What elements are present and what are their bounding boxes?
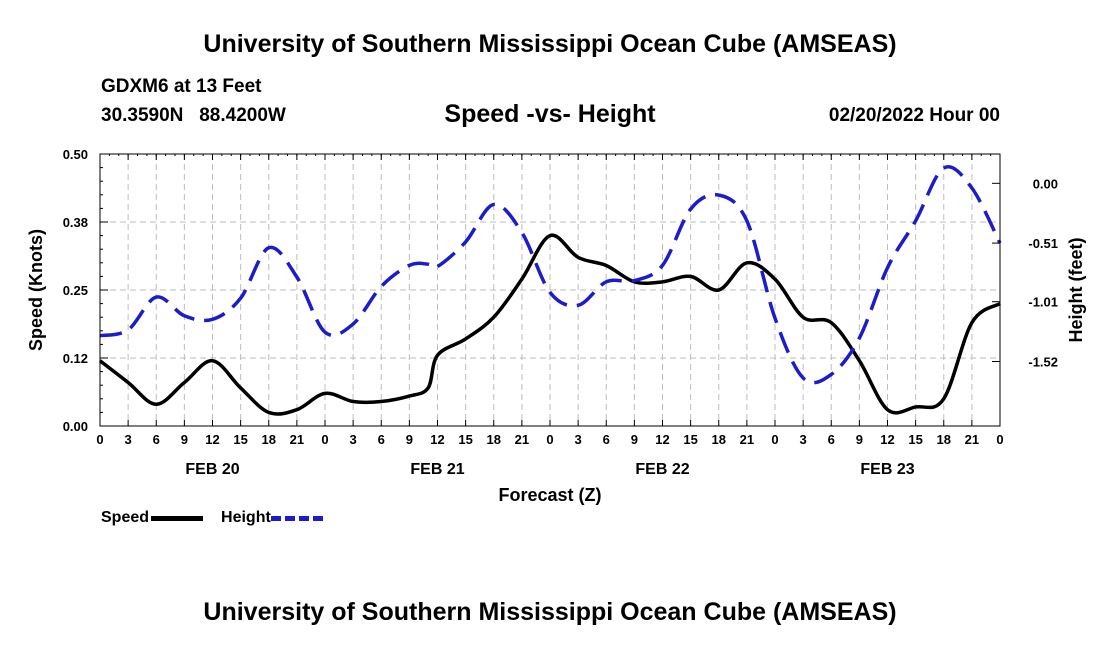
grid-layer [100,154,1000,426]
x-tick-label: 6 [153,432,160,447]
x-tick-label: 18 [712,432,726,447]
day-label: FEB 20 [185,461,239,478]
x-tick-label: 18 [487,432,501,447]
x-tick-label: 0 [996,432,1003,447]
x-tick-label: 3 [125,432,132,447]
x-tick-label: 6 [828,432,835,447]
y-left-tick-label: 0.38 [63,215,88,230]
x-tick-label: 9 [856,432,863,447]
x-tick-label: 15 [458,432,472,447]
y-left-tick-label: 0.00 [63,419,88,434]
y-axis-right-title: Height (feet) [1066,238,1086,343]
y-left-tick-label: 0.12 [63,351,88,366]
x-axis-title: Forecast (Z) [498,485,601,505]
y-right-tick-label: -1.01 [1028,295,1058,310]
y-right-tick-label: -0.51 [1028,236,1058,251]
day-label: FEB 21 [410,461,464,478]
legend-height-swatch [270,515,323,521]
x-tick-label: 12 [880,432,894,447]
legend-speed-label: Speed [101,509,150,526]
x-tick-label: 21 [290,432,304,447]
x-tick-label: 3 [800,432,807,447]
x-tick-label: 0 [96,432,103,447]
station-label: GDXM6 at 13 Feet [101,76,262,97]
x-tick-label: 12 [655,432,669,447]
x-tick-label: 3 [575,432,582,447]
x-tick-label: 3 [350,432,357,447]
chart-subtitle: Speed -vs- Height [444,100,656,128]
legend-speed-swatch [151,515,204,521]
forecast-date: 02/20/2022 Hour 00 [828,105,1000,126]
x-tick-label: 15 [683,432,697,447]
x-tick-label: 21 [740,432,754,447]
y-left-tick-label: 0.25 [63,283,88,298]
height-series-line [99,165,1002,385]
x-tick-label: 12 [205,432,219,447]
y-right-tick-label: 0.00 [1033,176,1058,191]
x-tick-label: 15 [233,432,247,447]
day-label: FEB 23 [860,461,914,478]
speed-series-line [98,233,1001,416]
x-tick-label: 6 [378,432,385,447]
x-tick-label: 0 [546,432,553,447]
legend: Speed Height [101,509,323,527]
y-left-tick-label: 0.50 [63,147,88,162]
x-tick-label: 18 [262,432,276,447]
x-tick-label: 15 [908,432,922,447]
y-axis-left-title: Speed (Knots) [26,229,46,351]
x-tick-label: 9 [181,432,188,447]
x-tick-label: 0 [771,432,778,447]
chart-main-title: University of Southern Mississippi Ocean… [203,30,897,58]
x-tick-label: 21 [965,432,979,447]
y-right-tick-label: -1.52 [1028,355,1058,370]
x-tick-label: 6 [603,432,610,447]
legend-height-label: Height [221,509,271,526]
footer-title: University of Southern Mississippi Ocean… [203,598,897,626]
x-tick-label: 21 [515,432,529,447]
series-layer [98,165,1002,416]
station-coordinates: 30.3590N 88.4200W [101,105,286,126]
x-tick-label: 18 [937,432,951,447]
tick-layer: 0 3 6 9 12 15 18 21 0 3 6 9 12 15 18 21 0 3 6 9 12 15 18 21 0 3 6 9… [63,147,1058,478]
x-tick-label: 0 [321,432,328,447]
x-tick-label: 12 [430,432,444,447]
day-label: FEB 22 [635,461,689,478]
x-tick-label: 9 [406,432,413,447]
x-tick-label: 9 [631,432,638,447]
